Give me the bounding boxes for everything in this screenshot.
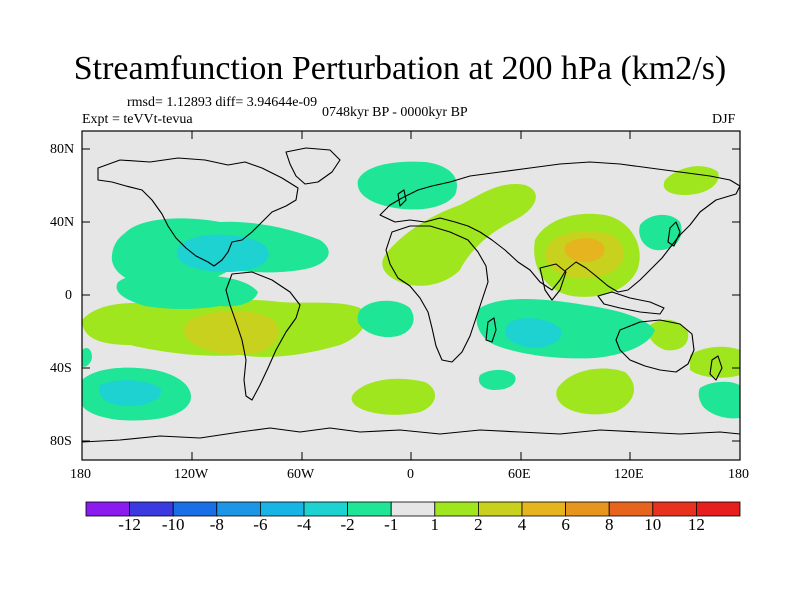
lon-label-180w: 180 xyxy=(70,467,91,482)
contour-north-atlantic-high xyxy=(382,184,536,286)
colorbar-swatch xyxy=(696,501,741,517)
colorbar-swatch xyxy=(521,501,566,517)
colorbar-label: -10 xyxy=(161,515,185,534)
colorbar-label: 12 xyxy=(687,515,705,534)
colorbar-swatch xyxy=(259,501,305,517)
colorbar-swatch xyxy=(477,501,523,517)
colorbar-label: 2 xyxy=(474,515,483,534)
coast-india xyxy=(539,263,567,301)
colorbar-label: -6 xyxy=(253,515,268,534)
coast-greenland xyxy=(285,147,341,185)
season-label: DJF xyxy=(712,112,736,127)
contour-alaska-high xyxy=(663,166,719,195)
lon-label-120e: 120E xyxy=(614,467,644,482)
coast-south-america xyxy=(225,271,301,401)
lat-label-80n: 80N xyxy=(50,142,75,157)
coast-new-zealand xyxy=(709,355,723,381)
colorbar-swatch xyxy=(172,501,218,517)
lat-label-40n: 40N xyxy=(50,215,75,230)
colorbar-label: 1 xyxy=(430,515,440,534)
contour-east-pacific-low xyxy=(116,271,259,309)
coast-europe-asia xyxy=(379,161,740,293)
contour-southeast-asia-high xyxy=(648,319,689,351)
contour-japan-low xyxy=(639,214,682,251)
contour-south-atlantic-high xyxy=(351,378,436,415)
coast-australia xyxy=(615,319,695,373)
contour-central-asia-peak xyxy=(564,238,605,263)
coast-indonesia xyxy=(597,291,665,315)
colorbar xyxy=(85,501,741,517)
colorbar-swatch xyxy=(129,501,174,517)
colorbar-label: 8 xyxy=(604,515,614,534)
lon-label-120w: 120W xyxy=(174,467,209,482)
stats-text: rmsd= 1.12893 diff= 3.94644e-09 xyxy=(127,95,318,110)
colorbar-swatch xyxy=(216,501,261,517)
contour-southern-ocean-high xyxy=(556,368,635,415)
contour-dateline-low xyxy=(82,347,92,367)
colorbar-swatch xyxy=(565,501,610,517)
negative-level-2 xyxy=(99,234,562,406)
contour-far-east-pacific-low xyxy=(698,381,740,419)
colorbar-swatch xyxy=(303,501,348,517)
coast-madagascar xyxy=(485,317,497,343)
lon-label-60e: 60E xyxy=(508,467,531,482)
positive-level-3 xyxy=(564,238,605,263)
coast-uk xyxy=(397,189,407,207)
colorbar-label: -8 xyxy=(209,515,224,534)
colorbar-label: 4 xyxy=(517,515,527,534)
colorbar-swatch xyxy=(434,501,479,517)
lat-label-0: 0 xyxy=(65,288,72,303)
lon-ticks xyxy=(81,131,741,460)
coast-africa xyxy=(385,225,489,363)
anomaly-contours xyxy=(82,147,740,443)
colorbar-label: -12 xyxy=(118,515,141,534)
coast-north-america xyxy=(97,157,299,267)
experiment-label: Expt = teVVt-tevua xyxy=(82,112,193,127)
colorbar-swatch xyxy=(608,501,654,517)
colorbar-label: -4 xyxy=(296,515,312,534)
colorbar-label: 10 xyxy=(644,515,662,534)
colorbar-label: -1 xyxy=(384,515,399,534)
lon-label-60w: 60W xyxy=(287,467,315,482)
coast-antarctica xyxy=(82,427,740,443)
lon-label-180e: 180 xyxy=(728,467,749,482)
period-label: 0748kyr BP - 0000kyr BP xyxy=(322,105,468,120)
contour-north-atlantic-low xyxy=(357,161,457,210)
map-title: Streamfunction Perturbation at 200 hPa (… xyxy=(73,50,727,87)
contour-south-pacific-core xyxy=(99,380,161,406)
coastlines xyxy=(82,147,740,443)
lat-label-80s: 80S xyxy=(50,434,72,449)
colorbar-swatch xyxy=(85,501,130,517)
colorbar-label: -2 xyxy=(340,515,355,534)
contour-australia-high xyxy=(690,346,740,378)
colorbar-swatch xyxy=(347,501,392,517)
colorbar-swatch xyxy=(390,501,436,517)
coast-japan xyxy=(667,221,681,247)
lat-ticks xyxy=(82,148,740,442)
contour-south-america-core xyxy=(184,310,279,355)
colorbar-label: 6 xyxy=(561,515,570,534)
lon-label-0: 0 xyxy=(407,467,414,482)
lat-label-40s: 40S xyxy=(50,361,72,376)
contour-caribbean-core xyxy=(176,234,269,273)
contour-south-indian-low xyxy=(478,369,516,390)
contour-atlantic-equator-low xyxy=(357,300,414,338)
colorbar-swatch xyxy=(652,501,697,517)
contour-indian-ocean-core xyxy=(505,318,562,348)
